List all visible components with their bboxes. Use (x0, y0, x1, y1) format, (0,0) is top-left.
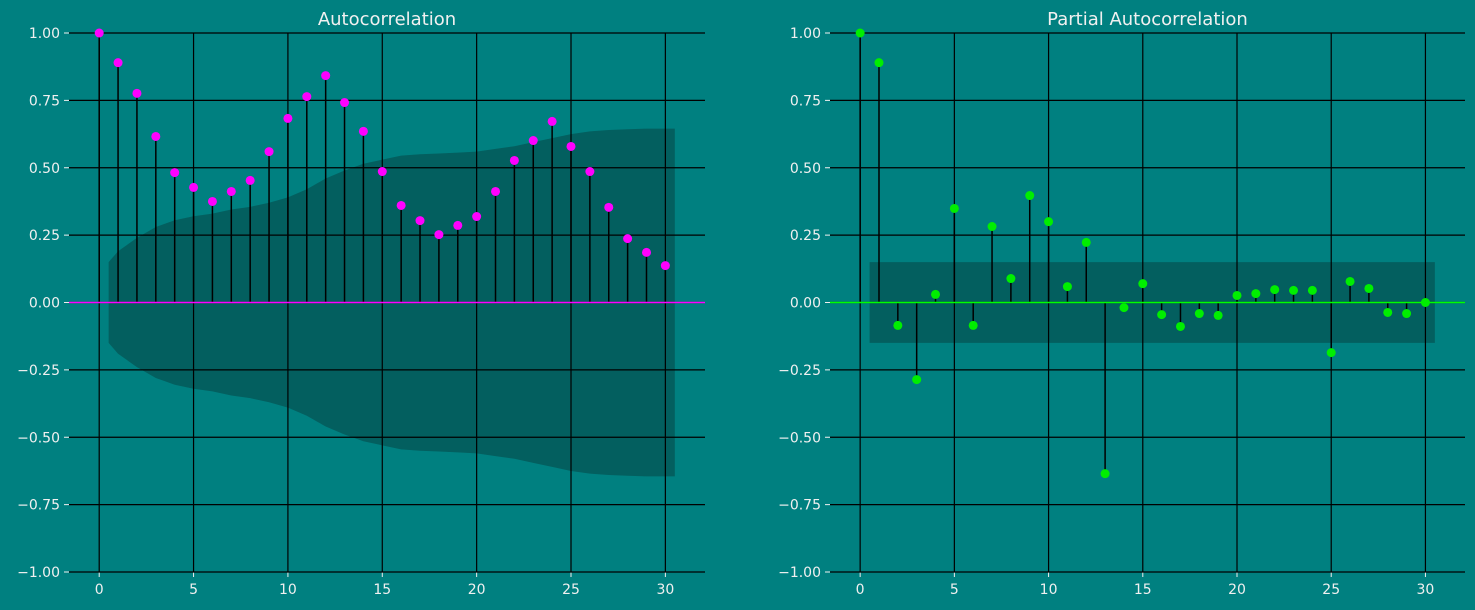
pacf-plot: 0 5 10 15 20 25 30 −1.00 −0.75 −0.50 −0.25 0.00 0.25… (778, 9, 1465, 598)
data-point-lag-1 (874, 58, 884, 68)
data-point-lag-9 (264, 147, 274, 157)
x-tick-label: 30 (656, 582, 674, 598)
data-point-lag-9 (1025, 191, 1035, 201)
data-point-lag-8 (245, 175, 255, 185)
y-tick-label: 0.25 (29, 228, 60, 244)
data-point-lag-6 (968, 320, 978, 330)
data-point-lag-7 (987, 222, 997, 232)
y-tick-label: −0.75 (17, 498, 60, 514)
data-point-lag-29 (641, 247, 651, 257)
data-point-lag-11 (302, 92, 312, 102)
data-point-lag-12 (321, 71, 331, 81)
data-point-lag-16 (396, 200, 406, 210)
data-point-lag-5 (949, 203, 959, 213)
data-point-lag-17 (415, 216, 425, 226)
y-tick-label: 1.00 (29, 26, 60, 42)
data-point-lag-1 (113, 58, 123, 68)
data-point-lag-24 (1307, 285, 1317, 295)
x-tick-label: 10 (1040, 582, 1058, 598)
data-point-lag-2 (893, 320, 903, 330)
y-tick-label: 1.00 (790, 26, 821, 42)
data-point-lag-3 (912, 375, 922, 385)
y-tick-label: 0.75 (29, 93, 60, 109)
chart-title: Autocorrelation (318, 9, 456, 30)
data-point-lag-25 (1326, 348, 1336, 358)
x-tick-label: 10 (279, 582, 297, 598)
data-point-lag-18 (1194, 309, 1204, 319)
y-tick-label: −1.00 (17, 565, 60, 581)
data-point-lag-28 (1383, 307, 1393, 317)
data-point-lag-15 (1138, 279, 1148, 289)
data-point-lag-11 (1062, 282, 1072, 292)
data-point-lag-2 (132, 88, 142, 98)
x-tick-label: 5 (950, 582, 959, 598)
data-point-lag-18 (434, 230, 444, 240)
data-point-lag-0 (855, 28, 865, 38)
data-point-lag-26 (585, 167, 595, 177)
acf-plot: 0 5 10 15 20 25 30 −1.00 −0.75 −0.50 −0.25 0.00 0.25… (17, 9, 705, 598)
data-point-lag-17 (1175, 321, 1185, 331)
x-tick-label: 0 (95, 582, 104, 598)
data-point-lag-7 (226, 186, 236, 196)
data-point-lag-20 (472, 212, 482, 222)
data-point-lag-24 (547, 116, 557, 126)
x-tick-label: 15 (373, 582, 391, 598)
data-point-lag-12 (1081, 237, 1091, 247)
x-tick-label: 25 (1322, 582, 1340, 598)
x-tick-label: 20 (468, 582, 486, 598)
y-tick-label: 0.50 (790, 161, 821, 177)
data-point-lag-15 (377, 167, 387, 177)
y-tick-label: −1.00 (778, 565, 821, 581)
data-point-lag-10 (1044, 217, 1054, 227)
data-point-lag-28 (623, 234, 633, 244)
data-point-lag-13 (340, 98, 350, 108)
data-point-lag-27 (604, 202, 614, 212)
data-point-lag-19 (453, 220, 463, 230)
data-point-lag-22 (1270, 285, 1280, 295)
y-tick-label: 0.00 (790, 296, 821, 312)
data-point-lag-3 (151, 131, 161, 141)
y-tick-label: 0.00 (29, 296, 60, 312)
data-point-lag-14 (358, 126, 368, 136)
data-point-lag-5 (189, 182, 199, 192)
data-point-lag-20 (1232, 290, 1242, 300)
data-point-lag-27 (1364, 283, 1374, 293)
data-point-lag-21 (491, 186, 501, 196)
y-tick-label: −0.25 (778, 363, 821, 379)
x-tick-label: 30 (1417, 582, 1435, 598)
y-tick-label: −0.75 (778, 498, 821, 514)
data-point-lag-6 (207, 196, 217, 206)
x-tick-label: 0 (856, 582, 865, 598)
y-tick-label: −0.50 (17, 430, 60, 446)
data-point-lag-30 (660, 261, 670, 271)
x-tick-label: 5 (189, 582, 198, 598)
data-point-lag-8 (1006, 274, 1016, 284)
data-point-lag-26 (1345, 276, 1355, 286)
data-point-lag-4 (931, 289, 941, 299)
data-point-lag-22 (509, 155, 519, 165)
data-point-lag-25 (566, 141, 576, 151)
y-tick-label: 0.25 (790, 228, 821, 244)
data-point-lag-13 (1100, 469, 1110, 479)
data-point-lag-16 (1157, 310, 1167, 320)
data-point-lag-29 (1402, 309, 1412, 319)
data-point-lag-23 (528, 136, 538, 146)
chart-title: Partial Autocorrelation (1047, 9, 1248, 30)
y-tick-label: 0.50 (29, 161, 60, 177)
data-point-lag-23 (1289, 285, 1299, 295)
y-tick-label: 0.75 (790, 93, 821, 109)
x-tick-label: 25 (562, 582, 580, 598)
data-point-lag-4 (170, 168, 180, 178)
data-point-lag-30 (1420, 298, 1430, 307)
x-tick-label: 20 (1228, 582, 1246, 598)
y-tick-label: −0.50 (778, 430, 821, 446)
y-tick-label: −0.25 (17, 363, 60, 379)
data-point-lag-19 (1213, 310, 1223, 320)
x-tick-label: 15 (1134, 582, 1152, 598)
data-point-lag-10 (283, 113, 293, 123)
data-point-lag-21 (1251, 289, 1261, 299)
data-point-lag-14 (1119, 303, 1129, 313)
data-point-lag-0 (94, 28, 104, 38)
